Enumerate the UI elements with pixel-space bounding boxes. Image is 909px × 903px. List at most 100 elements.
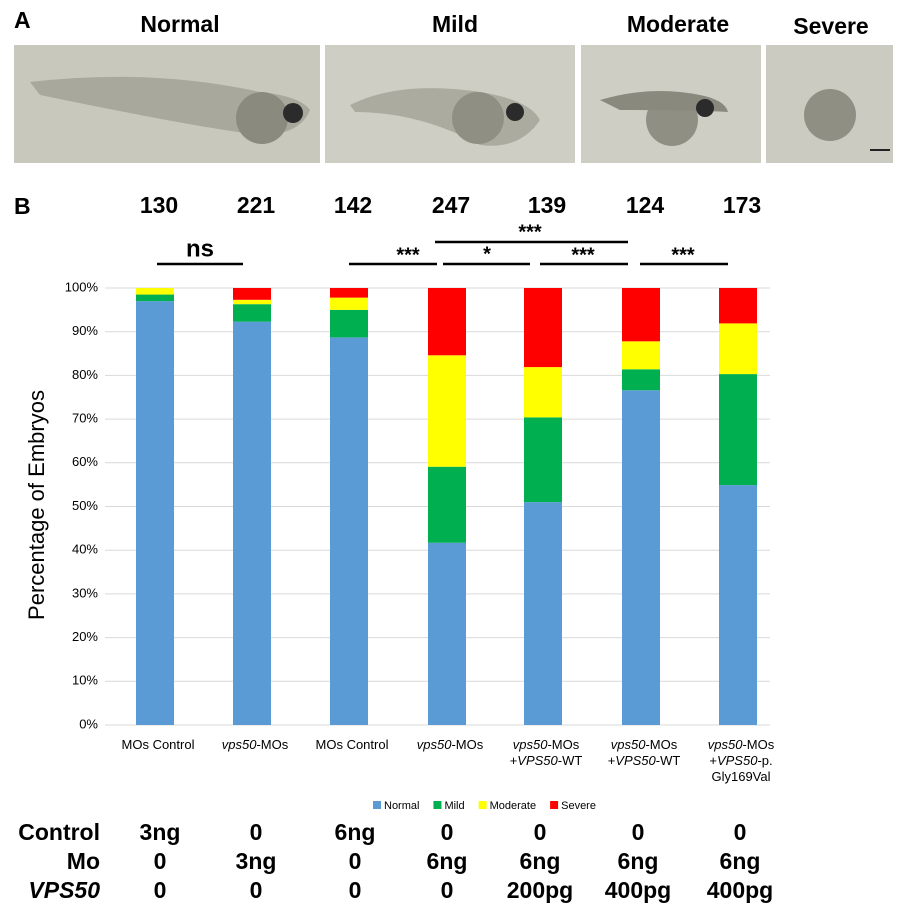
bar-segment <box>524 417 562 502</box>
legend-marker <box>550 801 558 809</box>
x-tick-label: +VPS50-p. <box>709 753 772 768</box>
panel-label: B <box>14 193 31 219</box>
y-tick-label: 40% <box>72 542 98 557</box>
count-label: 124 <box>626 192 665 218</box>
bar-segment <box>524 367 562 417</box>
count-label: 173 <box>723 192 761 218</box>
x-tick-label: MOs Control <box>122 737 195 752</box>
row-label: Mo <box>67 848 100 874</box>
bar-segment <box>719 323 757 374</box>
table-cell: 0 <box>441 877 454 903</box>
table-cell: 6ng <box>618 848 659 874</box>
bar-segment <box>136 301 174 725</box>
count-label: 247 <box>432 192 470 218</box>
significance-label: *** <box>671 244 695 266</box>
x-tick-label: Gly169Val <box>711 769 770 784</box>
significance-label: *** <box>396 244 420 266</box>
bar-segment <box>233 304 271 321</box>
yolk <box>236 92 288 144</box>
table-cell: 0 <box>349 877 362 903</box>
count-label: 139 <box>528 192 566 218</box>
count-label: 221 <box>237 192 276 218</box>
bar-segment <box>233 288 271 300</box>
bar-segment <box>622 369 660 390</box>
x-tick-label: vps50-MOs <box>611 737 678 752</box>
y-tick-label: 20% <box>72 629 98 644</box>
eye <box>696 99 714 117</box>
x-tick-label: +VPS50-WT <box>608 753 681 768</box>
image-title: Moderate <box>627 11 729 37</box>
row-label: Control <box>18 819 100 845</box>
bar-segment <box>330 337 368 725</box>
bar-segment <box>428 467 466 543</box>
y-tick-label: 90% <box>72 323 98 338</box>
bar-segment <box>330 298 368 310</box>
legend-marker <box>433 801 441 809</box>
bar-segment <box>428 288 466 355</box>
table-cell: 0 <box>154 848 167 874</box>
table-cell: 200pg <box>507 877 573 903</box>
significance-label: * <box>483 243 491 265</box>
legend-marker <box>479 801 487 809</box>
table-cell: 3ng <box>140 819 181 845</box>
count-label: 142 <box>334 192 372 218</box>
y-tick-label: 80% <box>72 367 98 382</box>
table-cell: 0 <box>441 819 454 845</box>
x-tick-label: vps50-MOs <box>513 737 580 752</box>
bar-segment <box>136 288 174 295</box>
bar-segment <box>330 288 368 298</box>
table-cell: 0 <box>534 819 547 845</box>
x-tick-label: vps50-MOs <box>417 737 484 752</box>
count-label: 130 <box>140 192 178 218</box>
legend-marker <box>373 801 381 809</box>
bar-segment <box>428 543 466 725</box>
table-cell: 6ng <box>720 848 761 874</box>
significance-label: *** <box>571 244 595 266</box>
table-cell: 3ng <box>236 848 277 874</box>
bar-segment <box>524 288 562 367</box>
image-title: Mild <box>432 11 478 37</box>
x-tick-label: vps50-MOs <box>708 737 775 752</box>
table-cell: 0 <box>734 819 747 845</box>
bar-segment <box>524 502 562 725</box>
y-tick-label: 60% <box>72 454 98 469</box>
significance-label: ns <box>186 235 214 262</box>
legend-label: Moderate <box>490 800 536 812</box>
bar-segment <box>622 390 660 725</box>
bar-segment <box>622 341 660 369</box>
bar-segment <box>233 322 271 725</box>
table-cell: 0 <box>250 877 263 903</box>
bar-segment <box>719 374 757 485</box>
y-tick-label: 70% <box>72 411 98 426</box>
x-tick-label: MOs Control <box>316 737 389 752</box>
x-tick-label: +VPS50-WT <box>510 753 583 768</box>
table-cell: 6ng <box>427 848 468 874</box>
y-tick-label: 10% <box>72 673 98 688</box>
table-cell: 400pg <box>707 877 773 903</box>
legend-label: Mild <box>444 800 464 812</box>
image-title: Severe <box>793 13 868 39</box>
row-label: VPS50 <box>28 877 100 903</box>
legend-label: Severe <box>561 800 596 812</box>
bar-segment <box>428 355 466 466</box>
x-tick-label: vps50-MOs <box>222 737 289 752</box>
table-cell: 400pg <box>605 877 671 903</box>
y-tick-label: 0% <box>79 716 98 731</box>
eye <box>506 103 524 121</box>
bar-segment <box>719 288 757 323</box>
table-cell: 0 <box>250 819 263 845</box>
y-axis-label: Percentage of Embryos <box>24 390 49 620</box>
panel-label: A <box>14 7 31 33</box>
y-tick-label: 100% <box>65 279 99 294</box>
bar-segment <box>330 310 368 338</box>
bar-segment <box>622 288 660 341</box>
yolk <box>804 89 856 141</box>
bar-segment <box>719 485 757 725</box>
photos <box>14 45 893 163</box>
legend-label: Normal <box>384 800 419 812</box>
table-cell: 6ng <box>520 848 561 874</box>
bar-segment <box>233 300 271 304</box>
yolk <box>452 92 504 144</box>
figure: A Normal Mild Moderate Severe B Percenta… <box>0 0 909 903</box>
y-tick-label: 50% <box>72 498 98 513</box>
